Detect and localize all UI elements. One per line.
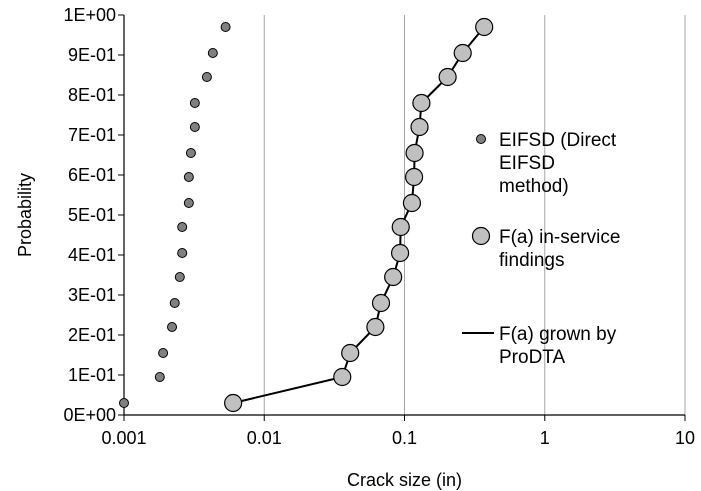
- legend-label-prodta: ProDTA: [499, 347, 565, 368]
- legend-label-prodta: F(a) grown by: [499, 324, 617, 345]
- eifsd-point: [119, 398, 129, 408]
- inservice-point: [224, 393, 243, 413]
- inservice-point: [390, 243, 410, 263]
- legend-label-inservice: F(a) in-service: [499, 227, 620, 248]
- eifsd-point: [189, 98, 200, 108]
- inservice-point: [410, 117, 429, 137]
- x-tick-label: 10: [675, 428, 695, 448]
- y-tick-label: 5E-01: [68, 205, 116, 225]
- x-tick-label: 0.001: [101, 428, 146, 448]
- y-tick-label: 6E-01: [68, 165, 116, 185]
- eifsd-point: [183, 172, 194, 182]
- inservice-point: [412, 93, 431, 113]
- legend-marker-inservice: [471, 226, 491, 246]
- inservice-point: [402, 193, 422, 213]
- y-tick-label: 3E-01: [68, 285, 116, 305]
- axes: [118, 14, 686, 421]
- inservice-point: [366, 317, 385, 337]
- eifsd-point: [158, 348, 169, 358]
- inservice-point: [475, 17, 494, 37]
- y-tick-label: 1E+00: [63, 5, 116, 25]
- series-line-prodta: [232, 26, 485, 404]
- y-tick-label: 4E-01: [68, 245, 116, 265]
- y-tick-label: 7E-01: [68, 125, 116, 145]
- eifsd-point: [177, 222, 188, 232]
- legend-label-eifsd: EIFSD (Direct: [499, 130, 617, 151]
- legend-label-eifsd: method): [499, 176, 569, 197]
- y-tick-label: 0E+00: [63, 405, 116, 425]
- eifsd-point: [167, 322, 178, 332]
- eifsd-point: [201, 72, 212, 82]
- eifsd-point: [189, 122, 200, 132]
- eifsd-point: [185, 148, 196, 158]
- eifsd-point: [220, 22, 231, 32]
- inservice-point: [341, 343, 360, 363]
- inservice-point: [371, 293, 391, 313]
- y-tick-label: 9E-01: [68, 45, 116, 65]
- x-tick-label: 1: [540, 428, 550, 448]
- legend-label-eifsd: EIFSD: [499, 153, 555, 174]
- y-tick-label: 1E-01: [68, 365, 116, 385]
- eifsd-point: [169, 298, 180, 308]
- series-layer: [119, 17, 494, 413]
- eifsd-point: [174, 272, 185, 282]
- y-tick-label: 8E-01: [68, 85, 116, 105]
- eifsd-point: [177, 248, 188, 258]
- legend-marker-eifsd: [476, 134, 486, 144]
- tick-labels: 0.001 0.01 0.1 1 10 0E+00 1E-01 2E-01 3E-01 4E-01…: [63, 5, 695, 448]
- eifsd-point: [154, 372, 165, 382]
- inservice-point: [384, 267, 403, 287]
- y-tick-label: 2E-01: [68, 325, 116, 345]
- x-axis-title: Crack size (in): [347, 470, 462, 490]
- y-axis-title: Probability: [15, 173, 35, 257]
- x-tick-label: 0.01: [247, 428, 282, 448]
- legend-label-inservice: findings: [499, 250, 565, 271]
- x-tick-label: 0.1: [392, 428, 417, 448]
- inservice-point: [453, 43, 472, 63]
- inservice-point: [404, 167, 424, 187]
- grid-lines: [263, 15, 686, 415]
- eifsd-point: [183, 198, 194, 208]
- eifsd-point: [207, 48, 218, 58]
- inservice-point: [438, 67, 457, 87]
- inservice-point: [405, 143, 424, 163]
- inservice-point: [391, 217, 410, 237]
- inservice-point: [333, 367, 352, 387]
